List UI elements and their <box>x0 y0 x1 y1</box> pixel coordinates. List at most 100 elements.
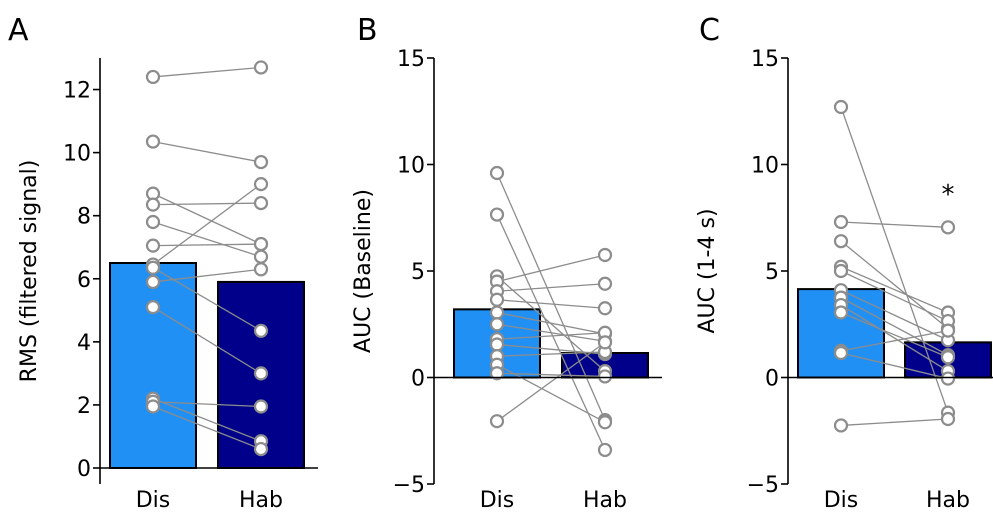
panel-letter: C <box>699 13 720 48</box>
point-hab <box>253 323 269 338</box>
point-hab <box>253 441 269 457</box>
point-dis <box>145 274 161 290</box>
pair-line <box>840 270 949 322</box>
point-dis <box>489 292 505 307</box>
pair-line <box>496 351 606 357</box>
y-tick-label: −5 <box>747 473 779 498</box>
point-hab <box>253 154 269 170</box>
y-axis-label: AUC (1-4 s) <box>695 208 720 333</box>
point-hab <box>940 350 956 365</box>
y-tick-label: −5 <box>393 473 425 498</box>
point-dis <box>489 337 505 352</box>
pair-line <box>840 106 949 413</box>
point-dis <box>145 300 161 315</box>
pair-line <box>840 266 949 314</box>
point-dis <box>145 214 161 230</box>
point-hab <box>597 369 613 384</box>
panel-letter: B <box>357 13 378 48</box>
point-dis <box>833 234 849 249</box>
point-dis <box>145 238 161 253</box>
pair-line <box>840 240 949 330</box>
y-tick-label: 5 <box>765 260 779 285</box>
pair-line <box>152 398 262 442</box>
point-dis <box>145 134 161 149</box>
pair-line <box>496 332 606 340</box>
point-hab <box>253 262 269 277</box>
pair-line <box>840 418 949 427</box>
point-hab <box>940 323 956 338</box>
pair-line <box>152 405 262 450</box>
point-dis <box>833 418 849 433</box>
y-tick-label: 5 <box>411 260 425 285</box>
point-dis <box>145 197 161 212</box>
panel-letter: A <box>8 13 29 48</box>
point-hab <box>597 276 613 291</box>
point-hab <box>253 177 269 192</box>
y-tick-label: 0 <box>77 457 91 482</box>
point-dis <box>145 260 161 275</box>
point-hab <box>940 220 956 235</box>
pair-line <box>152 221 262 258</box>
point-dis <box>489 165 505 181</box>
point-hab <box>597 415 613 430</box>
pair-line <box>152 183 262 266</box>
y-tick-label: 2 <box>77 394 91 419</box>
point-hab <box>253 236 269 252</box>
pair-line <box>496 372 606 378</box>
point-hab <box>597 247 613 263</box>
panel-a: A 0 2 4 6 8 10 12 Dis Hab RMS (filtered signal) <box>8 13 318 513</box>
point-hab <box>253 249 269 264</box>
pair-line <box>152 140 262 163</box>
point-hab <box>253 60 269 75</box>
x-tick-label-dis: Dis <box>824 488 859 513</box>
significance-marker: * <box>942 180 955 210</box>
x-tick-label-hab: Hab <box>583 488 627 513</box>
point-dis <box>489 366 505 381</box>
pair-line <box>496 299 606 309</box>
point-dis <box>833 305 849 320</box>
y-tick-label: 10 <box>751 154 779 179</box>
pair-line <box>840 352 949 380</box>
pair-line <box>840 221 949 228</box>
y-tick-label: 8 <box>77 205 91 230</box>
pair-line <box>152 243 262 247</box>
y-tick-label: 12 <box>63 79 91 104</box>
point-hab <box>597 301 613 316</box>
point-dis <box>833 214 849 230</box>
point-dis <box>833 99 849 115</box>
point-hab <box>940 411 956 427</box>
y-tick-label: 6 <box>77 268 91 293</box>
pair-line <box>496 283 606 292</box>
panel-b: B −5 0 5 10 15 Dis Hab AUC (Baseline) <box>351 13 662 513</box>
pair-line <box>840 311 949 358</box>
point-dis <box>489 207 505 222</box>
y-axis-label: AUC (Baseline) <box>351 189 376 353</box>
point-hab <box>253 399 269 414</box>
pair-line <box>840 297 949 356</box>
pair-line <box>496 323 606 342</box>
pair-line <box>152 193 262 245</box>
pair-line <box>496 341 606 422</box>
pair-line <box>496 311 606 335</box>
point-hab <box>253 366 269 381</box>
y-tick-label: 10 <box>63 142 91 167</box>
y-tick-label: 4 <box>77 331 91 356</box>
y-tick-label: 0 <box>411 367 425 392</box>
y-tick-label: 10 <box>397 154 425 179</box>
point-dis <box>145 69 161 85</box>
x-tick-label-hab: Hab <box>926 488 970 513</box>
x-tick-label-dis: Dis <box>480 488 515 513</box>
y-axis-label: RMS (filtered signal) <box>17 160 42 383</box>
pair-line <box>152 306 262 374</box>
point-dis <box>833 345 849 361</box>
pair-line <box>152 268 262 283</box>
point-hab <box>597 442 613 458</box>
y-tick-label: 15 <box>397 47 425 72</box>
point-dis <box>833 263 849 279</box>
pair-line <box>152 66 262 78</box>
x-tick-label-dis: Dis <box>136 488 171 513</box>
point-dis <box>489 317 505 332</box>
y-tick-label: 15 <box>751 47 779 72</box>
pair-line <box>840 330 949 352</box>
